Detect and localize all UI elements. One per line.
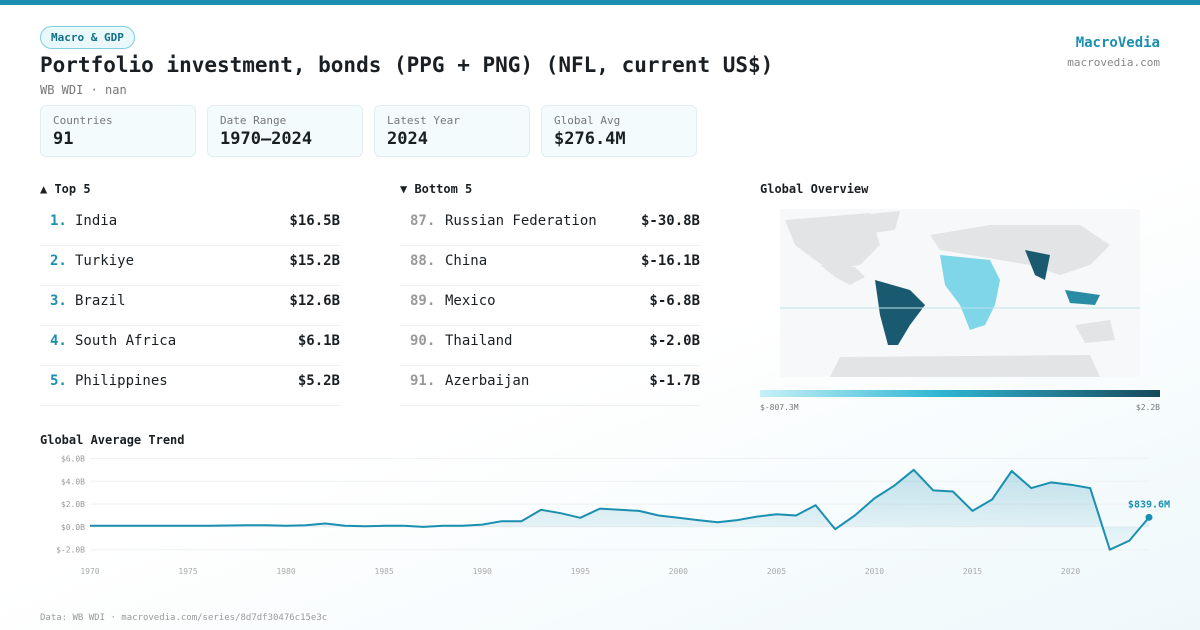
country-value: $-30.8B [640,213,700,229]
land [785,213,880,270]
x-tick-label: 2000 [669,567,688,576]
category-badge[interactable]: Macro & GDP [40,26,135,49]
x-tick-label: 1985 [375,567,394,576]
chart-title: Global Average Trend [40,433,185,447]
x-tick-label: 2010 [865,567,884,576]
rank: 5. [50,373,67,389]
rank: 87. [410,213,436,229]
rank: 91. [410,373,436,389]
rank: 1. [50,213,67,229]
x-tick-label: 1990 [473,567,492,576]
country-value: $16.5B [289,213,340,229]
land [1025,250,1050,280]
x-tick-label: 2005 [767,567,786,576]
scale-max: $2.2B [1136,403,1160,412]
stat-value: 1970–2024 [220,129,313,149]
y-tick-label: $6.0B [61,454,85,463]
land [930,225,1110,275]
y-tick-label: $4.0B [61,477,85,486]
country-name: Thailand [445,333,513,349]
rank-row: 90. Thailand $-2.0B [400,325,700,366]
country-name: Mexico [445,293,496,309]
country-value: $-2.0B [649,333,700,349]
stat-label: Date Range [220,114,287,127]
stat-label: Countries [53,114,113,127]
country-value: $15.2B [289,253,340,269]
subtitle: WB WDI · nan [40,83,127,97]
country-name: Azerbaijan [445,373,530,389]
footer: Data: WB WDI · macrovedia.com/series/8d7… [40,613,328,623]
stat-card: Latest Year 2024 [374,105,530,157]
x-tick-label: 1980 [276,567,295,576]
rank-row: 5. Philippines $5.2B [40,365,340,406]
rank-row: 2. Turkiye $15.2B [40,245,340,286]
land [1065,290,1100,305]
country-name: Philippines [75,373,168,389]
value-label: $839.6M [1128,499,1170,510]
rank-row: 87. Russian Federation $-30.8B [400,205,700,246]
x-tick-label: 1970 [80,567,99,576]
rank-row: 3. Brazil $12.6B [40,285,340,326]
scale-min: $-807.3M [760,403,799,412]
country-value: $-1.7B [649,373,700,389]
stat-value: 91 [53,129,74,149]
trend-chart: $6.0B $4.0B $2.0B $0.0B $-2.0B 1970 1975 1980 19… [56,454,1170,576]
country-name: Brazil [75,293,126,309]
top-title: ▲ Top 5 [40,182,91,196]
rank: 4. [50,333,67,349]
rank-row: 4. South Africa $6.1B [40,325,340,366]
x-tick-label: 2020 [1061,567,1080,576]
y-tick-label: $2.0B [61,500,85,509]
rank-row: 88. China $-16.1B [400,245,700,286]
country-name: Turkiye [75,253,135,269]
country-name: India [75,213,118,229]
y-tick-label: $0.0B [61,523,85,532]
rank: 90. [410,333,436,349]
page-title: Portfolio investment, bonds (PPG + PNG) … [40,53,774,77]
country-name: China [445,253,488,269]
color-scale [760,390,1160,397]
x-tick-label: 2015 [963,567,982,576]
rank: 2. [50,253,67,269]
stat-card: Countries 91 [40,105,196,157]
stat-value: $276.4M [554,129,626,149]
rank-row: 89. Mexico $-6.8B [400,285,700,326]
country-value: $12.6B [289,293,340,309]
rank: 3. [50,293,67,309]
stat-label: Global Avg [554,114,621,127]
land [820,265,865,285]
country-value: $5.2B [297,373,340,389]
end-point [1145,513,1153,521]
trend-line [90,468,1150,551]
land [875,280,925,345]
country-name: Russian Federation [445,213,597,229]
brand[interactable]: MacroVedia [1075,35,1160,51]
x-tick-label: 1975 [178,567,197,576]
stat-card: Date Range 1970–2024 [207,105,363,157]
country-value: $-16.1B [640,253,700,269]
land [940,255,1000,330]
country-value: $6.1B [297,333,340,349]
rank: 88. [410,253,436,269]
rank-row: 91. Azerbaijan $-1.7B [400,365,700,406]
land [860,211,900,233]
y-tick-label: $-2.0B [56,546,85,555]
land [1075,320,1115,343]
rank: 89. [410,293,436,309]
stat-card: Global Avg $276.4M [541,105,697,157]
area [90,469,1149,550]
world-map: $-807.3M $2.2B [760,209,1160,412]
stat-label: Latest Year [387,114,460,127]
x-tick-label: 1995 [571,567,590,576]
country-name: South Africa [75,333,177,349]
bottom-title: ▼ Bottom 5 [400,182,473,196]
top-bar [0,0,1200,5]
site: macrovedia.com [1067,56,1160,69]
country-value: $-6.8B [649,293,700,309]
rank-row: 1. India $16.5B [40,205,340,246]
stat-value: 2024 [387,129,428,149]
map-title: Global Overview [760,182,869,196]
land [830,355,1100,377]
